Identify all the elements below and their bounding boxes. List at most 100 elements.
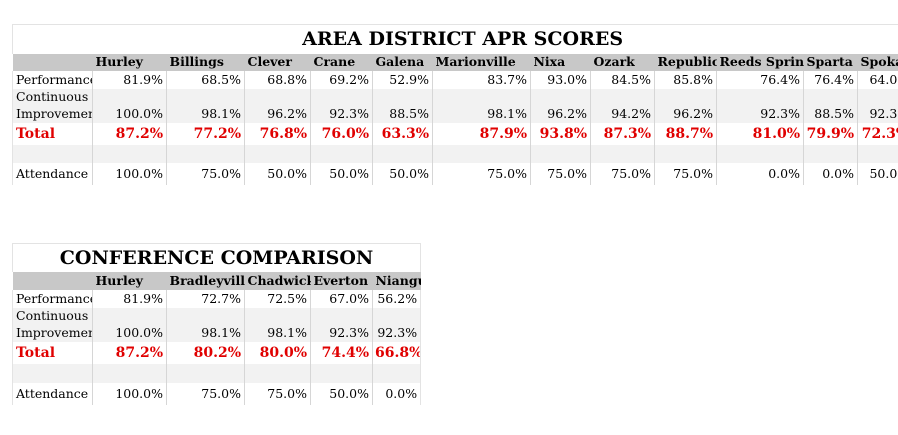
table-cell: 75.0% xyxy=(432,162,531,185)
total-cell: 80.2% xyxy=(166,341,245,364)
table-cell: 68.5% xyxy=(166,70,245,89)
column-header: Hurley xyxy=(92,271,167,290)
table-row: Performance 81.9% 68.5% 68.8% 69.2% 52.9… xyxy=(12,70,898,89)
total-cell: 63.3% xyxy=(372,122,433,145)
table-cell: 75.0% xyxy=(590,162,655,185)
table-cell: 72.5% xyxy=(244,289,311,308)
total-cell: 87.2% xyxy=(92,341,167,364)
table-cell: 100.0% xyxy=(92,324,167,342)
row-label: Performance xyxy=(12,289,93,308)
table-cell: 81.9% xyxy=(92,70,167,89)
total-cell: 66.8% xyxy=(372,341,422,364)
table-cell: 92.3% xyxy=(857,105,898,123)
table-row: Continuous xyxy=(12,307,422,325)
row-label: Attendance xyxy=(12,162,93,185)
table-cell: 83.7% xyxy=(432,70,531,89)
total-cell: 76.8% xyxy=(244,122,311,145)
table-cell: 69.2% xyxy=(310,70,373,89)
total-cell: 76.0% xyxy=(310,122,373,145)
table-cell: 75.0% xyxy=(654,162,717,185)
table-row: Continuous xyxy=(12,88,898,106)
total-cell: 80.0% xyxy=(244,341,311,364)
total-cell: 87.3% xyxy=(590,122,655,145)
table-row: Improvement 100.0% 98.1% 98.1% 92.3% 92.… xyxy=(12,324,422,342)
table-cell: 84.5% xyxy=(590,70,655,89)
table-cell: 52.9% xyxy=(372,70,433,89)
column-header: Billings xyxy=(166,53,245,71)
table-cell: 96.2% xyxy=(530,105,591,123)
table-cell: 92.3% xyxy=(716,105,804,123)
table-cell: 50.0% xyxy=(310,162,373,185)
column-header: Reeds Spring xyxy=(716,53,804,71)
column-header: Bradleyville xyxy=(166,271,245,290)
total-cell: 87.9% xyxy=(432,122,531,145)
row-label: Improvement xyxy=(12,324,93,342)
conference-table: CONFERENCE COMPARISON Hurley Bradleyvill… xyxy=(11,243,422,405)
total-cell: 77.2% xyxy=(166,122,245,145)
table-row: Total 87.2% 77.2% 76.8% 76.0% 63.3% 87.9… xyxy=(12,122,898,145)
total-cell: 93.8% xyxy=(530,122,591,145)
table-row: Total 87.2% 80.2% 80.0% 74.4% 66.8% xyxy=(12,341,422,364)
table-cell: 75.0% xyxy=(166,162,245,185)
table-cell: 85.8% xyxy=(654,70,717,89)
table-cell: 0.0% xyxy=(716,162,804,185)
table-cell: 50.0% xyxy=(857,162,898,185)
row-label: Total xyxy=(12,341,93,364)
spacer-row xyxy=(12,144,898,163)
table-cell: 92.3% xyxy=(372,324,422,342)
table-cell: 98.1% xyxy=(244,324,311,342)
table-cell: 98.1% xyxy=(432,105,531,123)
table-cell: 50.0% xyxy=(244,162,311,185)
table-cell: 98.1% xyxy=(166,324,245,342)
column-header: Ozark xyxy=(590,53,655,71)
row-label: Attendance xyxy=(12,382,93,405)
column-header: Chadwick xyxy=(244,271,311,290)
total-cell: 79.9% xyxy=(803,122,858,145)
table-cell: 93.0% xyxy=(530,70,591,89)
column-header: Republic xyxy=(654,53,717,71)
table-cell: 75.0% xyxy=(530,162,591,185)
area-table-title: AREA DISTRICT APR SCORES xyxy=(11,24,898,54)
table-cell: 92.3% xyxy=(310,105,373,123)
table-cell: 0.0% xyxy=(372,382,422,405)
table-cell: 100.0% xyxy=(92,382,167,405)
column-header: Galena xyxy=(372,53,433,71)
table-cell: 94.2% xyxy=(590,105,655,123)
row-label: Total xyxy=(12,122,93,145)
table-cell: 81.9% xyxy=(92,289,167,308)
spacer-row xyxy=(12,363,422,383)
table-cell: 96.2% xyxy=(244,105,311,123)
total-cell: 88.7% xyxy=(654,122,717,145)
total-cell: 74.4% xyxy=(310,341,373,364)
column-header: Nixa xyxy=(530,53,591,71)
table-cell: 68.8% xyxy=(244,70,311,89)
row-label: Continuous xyxy=(12,307,93,325)
table-cell: 50.0% xyxy=(310,382,373,405)
table-cell: 75.0% xyxy=(244,382,311,405)
column-header: Niangua xyxy=(372,271,421,290)
column-header: Hurley xyxy=(92,53,167,71)
table-cell: 56.2% xyxy=(372,289,422,308)
column-header: Sparta xyxy=(803,53,858,71)
table-cell: 96.2% xyxy=(654,105,717,123)
total-cell: 72.3% xyxy=(857,122,898,145)
table-cell: 92.3% xyxy=(310,324,373,342)
table-cell: 64.0% xyxy=(857,70,898,89)
table-cell: 88.5% xyxy=(372,105,433,123)
column-header: Spokane xyxy=(857,53,898,71)
table-cell: 76.4% xyxy=(716,70,804,89)
table-cell: 88.5% xyxy=(803,105,858,123)
table-row: Attendance 100.0% 75.0% 50.0% 50.0% 50.0… xyxy=(12,162,898,185)
table-cell: 50.0% xyxy=(372,162,433,185)
row-label: Improvement xyxy=(12,105,93,123)
table-cell: 72.7% xyxy=(166,289,245,308)
total-cell: 87.2% xyxy=(92,122,167,145)
conference-table-title: CONFERENCE COMPARISON xyxy=(11,243,422,272)
table-cell: 0.0% xyxy=(803,162,858,185)
column-header: Crane xyxy=(310,53,373,71)
table-cell: 100.0% xyxy=(92,105,167,123)
table-cell: 67.0% xyxy=(310,289,373,308)
table-cell: 76.4% xyxy=(803,70,858,89)
table-cell: 75.0% xyxy=(166,382,245,405)
area-district-table: AREA DISTRICT APR SCORES Hurley Billings… xyxy=(11,24,898,185)
